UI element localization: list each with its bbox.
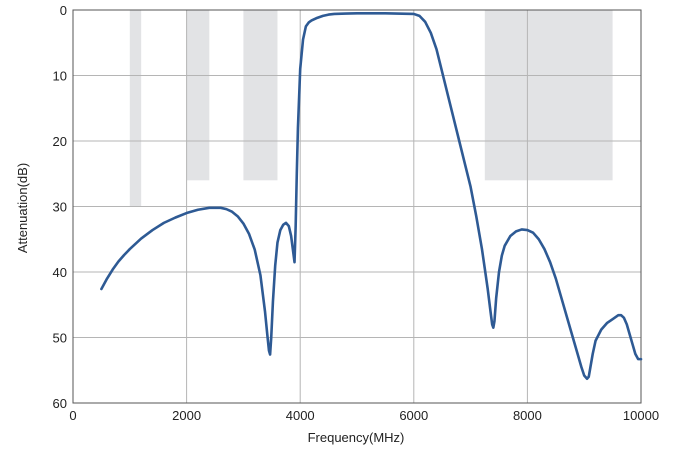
mask-region-4: [484, 10, 613, 181]
plot-frame: [72, 9, 642, 404]
y-tick-label: 10: [53, 69, 67, 84]
x-axis-title: Frequency(MHz): [308, 430, 405, 445]
mask-region-1: [129, 10, 142, 207]
y-tick-label: 20: [53, 134, 67, 149]
x-tick-label: 2000: [172, 408, 201, 423]
y-tick-label: 60: [53, 396, 67, 411]
mask-region-3: [243, 10, 278, 181]
y-tick-label: 0: [60, 3, 67, 18]
x-tick-labels: 0 2000 4000 6000 8000 10000: [69, 408, 659, 423]
y-tick-label: 30: [53, 200, 67, 215]
x-tick-label: 6000: [399, 408, 428, 423]
x-tick-label: 8000: [513, 408, 542, 423]
attenuation-curve: [100, 11, 643, 381]
mask-region-2: [186, 10, 210, 181]
x-tick-label: 10000: [623, 408, 659, 423]
x-tick-label: 4000: [286, 408, 315, 423]
y-tick-label: 40: [53, 265, 67, 280]
y-tick-labels: 0 10 20 30 40 50 60: [53, 3, 67, 411]
x-tick-label: 0: [69, 408, 76, 423]
y-tick-label: 50: [53, 331, 67, 346]
y-axis-title: Attenuation(dB): [15, 163, 30, 253]
mask-regions: [129, 10, 613, 207]
